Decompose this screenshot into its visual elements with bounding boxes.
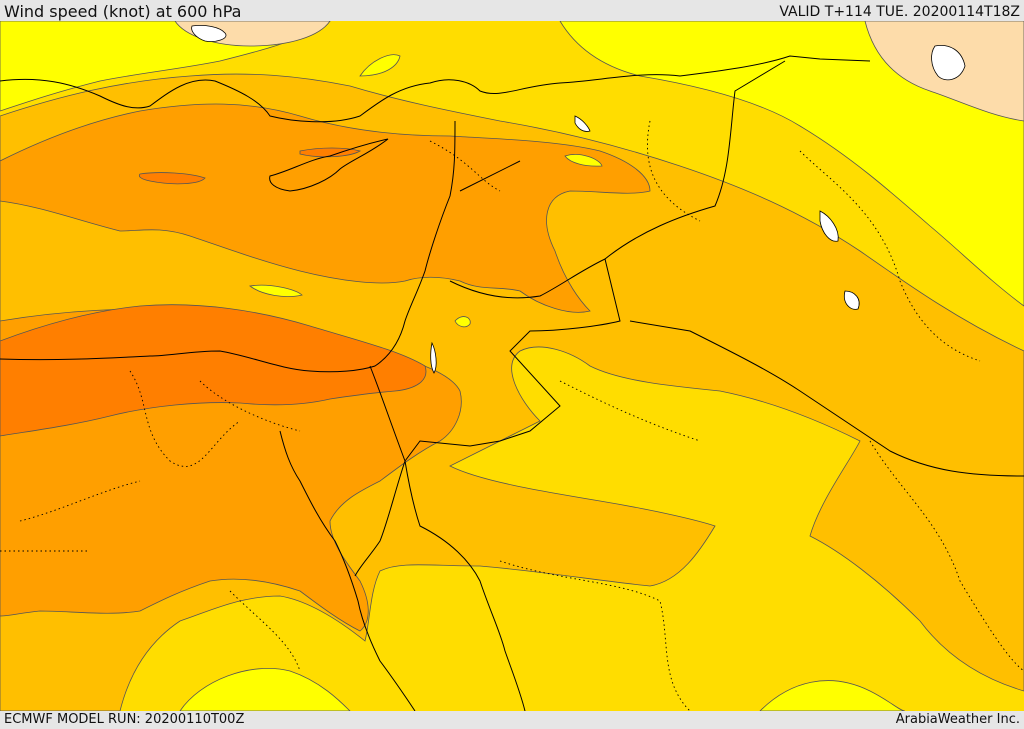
band-yellow-patch-4 [454, 316, 471, 328]
band-yellow-patch-2 [248, 284, 303, 297]
band-yellow-southeast [759, 680, 906, 711]
band-yellow-patch-3 [564, 154, 603, 167]
internal-boundaries [0, 120, 1024, 711]
band-yellow-patch-1 [359, 54, 401, 77]
band-orange [0, 103, 651, 313]
valid-time: VALID T+114 TUE. 20200114T18Z [779, 4, 1020, 20]
map-title: Wind speed (knot) at 600 hPa [4, 2, 242, 21]
wind-speed-map [0, 21, 1024, 711]
band-dark-orange-cyprus [138, 172, 206, 185]
band-dark-orange [0, 304, 427, 437]
country-boundaries [0, 55, 1024, 711]
model-run: ECMWF MODEL RUN: 20200110T00Z [4, 712, 245, 727]
band-dark-orange-cyprus-2 [299, 147, 362, 158]
band-yellow-south [179, 668, 351, 711]
credit: ArabiaWeather Inc. [895, 712, 1020, 727]
band-yellow-northeast [559, 21, 1024, 307]
header-bar: Wind speed (knot) at 600 hPa VALID T+114… [0, 0, 1024, 21]
lakes [191, 25, 966, 374]
footer-bar: ECMWF MODEL RUN: 20200110T00Z ArabiaWeat… [0, 711, 1024, 729]
